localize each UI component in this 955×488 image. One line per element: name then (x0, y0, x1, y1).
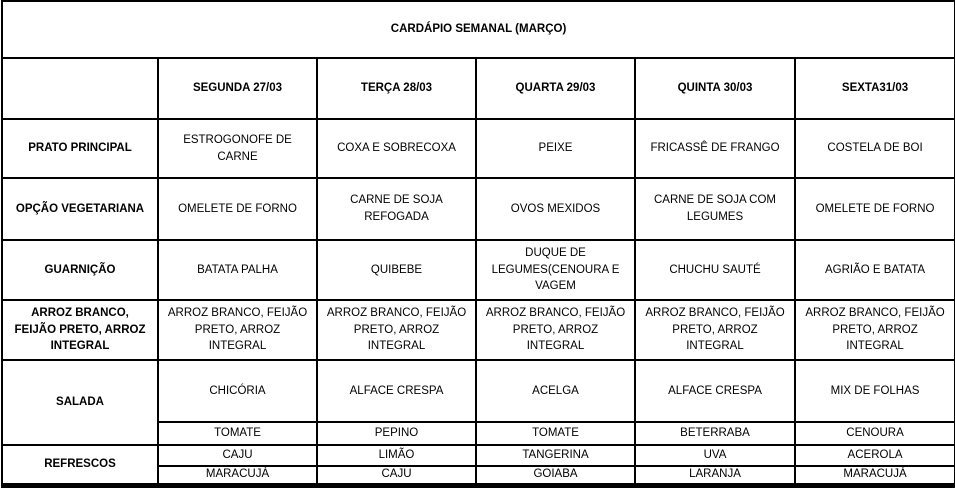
menu-cell: OMELETE DE FORNO (793, 177, 955, 241)
menu-cell: PEIXE (475, 118, 636, 179)
day-header-friday: SEXTA31/03 (793, 57, 955, 120)
corner-cell (1, 57, 159, 120)
row-label-refrescos: REFRESCOS (1, 443, 159, 487)
menu-cell: AGRIÃO E BATATA (793, 239, 955, 301)
row-salada-leaf: SALADA CHICÓRIA ALFACE CRESPA ACELGA ALF… (1, 359, 955, 446)
row-label-prato-principal: PRATO PRINCIPAL (1, 118, 159, 179)
title-row: CARDÁPIO SEMANAL (MARÇO) (0, 0, 955, 59)
menu-cell: CAJU (316, 464, 477, 487)
menu-cell: CENOURA (793, 421, 955, 446)
menu-cell: OMELETE DE FORNO (157, 177, 318, 241)
row-guarnicao: GUARNIÇÃO BATATA PALHA QUIBEBE DUQUE DE … (1, 239, 955, 301)
table-title: CARDÁPIO SEMANAL (MARÇO) (0, 0, 955, 59)
menu-cell: BATATA PALHA (157, 239, 318, 301)
menu-cell: ALFACE CRESPA (634, 359, 796, 423)
day-header-wednesday: QUARTA 29/03 (475, 57, 636, 120)
menu-cell: QUIBEBE (316, 239, 477, 301)
menu-cell: BETERRABA (634, 421, 796, 446)
menu-cell: ARROZ BRANCO, FEIJÃO PRETO, ARROZ INTEGR… (316, 299, 477, 361)
day-header-thursday: QUINTA 30/03 (634, 57, 796, 120)
row-salada-veg: TOMATE PEPINO TOMATE BETERRABA CENOURA (2, 421, 955, 446)
row-label-opcao-vegetariana: OPÇÃO VEGETARIANA (1, 177, 159, 241)
menu-cell: CHICÓRIA (157, 359, 318, 423)
day-header-monday: SEGUNDA 27/03 (157, 57, 318, 120)
menu-cell: TOMATE (157, 421, 318, 446)
row-label-arroz-feijao: ARROZ BRANCO, FEIJÃO PRETO, ARROZ INTEGR… (1, 299, 159, 361)
row-arroz-feijao: ARROZ BRANCO, FEIJÃO PRETO, ARROZ INTEGR… (1, 299, 955, 361)
menu-cell: OVOS MEXIDOS (475, 177, 636, 241)
menu-cell: TOMATE (475, 421, 636, 446)
menu-cell: COSTELA DE BOI (793, 118, 955, 179)
menu-cell: DUQUE DE LEGUMES(CENOURA E VAGEM (475, 239, 636, 301)
menu-cell: GOIABA (475, 464, 636, 487)
row-opcao-vegetariana: OPÇÃO VEGETARIANA OMELETE DE FORNO CARNE… (1, 177, 955, 241)
menu-cell: ARROZ BRANCO, FEIJÃO PRETO, ARROZ INTEGR… (634, 299, 796, 361)
menu-cell: TANGERINA (475, 444, 636, 467)
menu-cell: MARACUJÁ (793, 464, 955, 487)
menu-cell: ARROZ BRANCO, FEIJÃO PRETO, ARROZ INTEGR… (475, 299, 636, 361)
menu-cell: ACEROLA (793, 444, 955, 467)
menu-cell: ARROZ BRANCO, FEIJÃO PRETO, ARROZ INTEGR… (157, 299, 318, 361)
day-header-row: SEGUNDA 27/03 TERÇA 28/03 QUARTA 29/03 Q… (1, 57, 955, 120)
day-header-tuesday: TERÇA 28/03 (316, 57, 477, 120)
row-refrescos-1: REFRESCOS CAJU LIMÃO TANGERINA UVA ACERO… (1, 443, 955, 487)
menu-cell: FRICASSÊ DE FRANGO (634, 118, 796, 179)
menu-cell: ARROZ BRANCO, FEIJÃO PRETO, ARROZ INTEGR… (793, 299, 955, 361)
row-prato-principal: PRATO PRINCIPAL ESTROGONOFE DE CARNE COX… (1, 118, 955, 179)
menu-cell: CARNE DE SOJA COM LEGUMES (634, 177, 796, 241)
menu-cell: ACELGA (475, 359, 636, 423)
menu-cell: LARANJA (634, 464, 796, 487)
menu-cell: LIMÃO (316, 444, 477, 467)
menu-cell: UVA (634, 444, 796, 467)
menu-cell: ALFACE CRESPA (316, 359, 477, 423)
row-label-salada: SALADA (1, 359, 159, 446)
row-label-guarnicao: GUARNIÇÃO (1, 239, 159, 301)
menu-cell: CAJU (157, 444, 318, 467)
menu-cell: COXA E SOBRECOXA (316, 118, 477, 179)
menu-cell: PEPINO (316, 421, 477, 446)
menu-cell: CARNE DE SOJA REFOGADA (316, 177, 477, 241)
menu-cell: CHUCHU SAUTÉ (634, 239, 796, 301)
menu-cell: MARACUJÁ (157, 464, 318, 487)
menu-cell: MIX DE FOLHAS (793, 359, 955, 423)
menu-cell: ESTROGONOFE DE CARNE (157, 118, 318, 179)
